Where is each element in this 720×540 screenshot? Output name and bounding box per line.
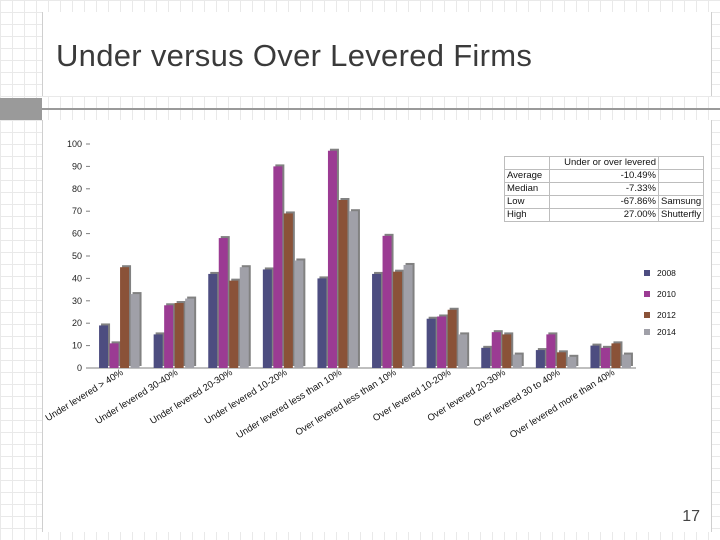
bar bbox=[262, 269, 272, 368]
y-tick-label: 100 bbox=[67, 139, 82, 149]
stats-header-row: Under or over levered bbox=[504, 156, 705, 170]
stats-row: Average -10.49% bbox=[504, 169, 705, 183]
legend-label: 2014 bbox=[657, 327, 676, 337]
bar bbox=[403, 264, 413, 368]
bar bbox=[437, 316, 447, 368]
stats-row-note bbox=[657, 169, 705, 183]
x-tick-label: Over levered less than 10% bbox=[294, 367, 399, 438]
stats-row: High 27.00% Shutterfly bbox=[504, 208, 705, 222]
bar bbox=[611, 343, 621, 368]
stats-row-value: -67.86% bbox=[549, 195, 659, 209]
legend-swatch bbox=[644, 270, 650, 276]
bar bbox=[239, 267, 249, 368]
bar bbox=[164, 305, 174, 368]
bar bbox=[229, 280, 239, 368]
y-tick-label: 0 bbox=[77, 363, 82, 373]
bar bbox=[512, 354, 522, 368]
bar bbox=[218, 238, 228, 368]
bar bbox=[99, 325, 109, 368]
y-tick-label: 10 bbox=[72, 341, 82, 351]
stats-header-spacer bbox=[657, 156, 705, 170]
bar bbox=[382, 235, 392, 368]
stats-row-value: 27.00% bbox=[549, 208, 659, 222]
y-tick-label: 50 bbox=[72, 251, 82, 261]
bar bbox=[502, 334, 512, 368]
bar bbox=[294, 260, 304, 368]
legend-swatch bbox=[644, 312, 650, 318]
bar bbox=[600, 347, 610, 368]
bar bbox=[546, 334, 556, 368]
bar bbox=[348, 211, 358, 368]
y-tick-label: 20 bbox=[72, 318, 82, 328]
y-tick-label: 30 bbox=[72, 296, 82, 306]
bar bbox=[567, 356, 577, 368]
y-tick-label: 90 bbox=[72, 161, 82, 171]
bar bbox=[120, 267, 130, 368]
stats-row-label: Low bbox=[504, 195, 550, 209]
stats-row-label: High bbox=[504, 208, 550, 222]
divider-line bbox=[42, 108, 720, 110]
stats-row-note: Samsung bbox=[657, 195, 705, 209]
bar bbox=[481, 347, 491, 368]
title-divider bbox=[0, 98, 720, 120]
stats-row-note: Shutterfly bbox=[657, 208, 705, 222]
bar bbox=[174, 303, 184, 368]
legend-swatch bbox=[644, 329, 650, 335]
bar bbox=[130, 294, 140, 368]
stats-row: Low -67.86% Samsung bbox=[504, 195, 705, 209]
bar bbox=[590, 345, 600, 368]
x-tick-label: Under levered less than 10% bbox=[235, 367, 345, 441]
stats-header: Under or over levered bbox=[549, 156, 659, 170]
bar bbox=[338, 200, 348, 368]
bar bbox=[393, 271, 403, 368]
legend-swatch bbox=[644, 291, 650, 297]
bar bbox=[185, 298, 195, 368]
bar bbox=[109, 343, 119, 368]
legend-label: 2008 bbox=[657, 268, 676, 278]
stats-row-note bbox=[657, 182, 705, 196]
bar bbox=[556, 352, 566, 368]
leverage-stats-table: Under or over levered Average -10.49% Me… bbox=[504, 156, 705, 222]
bar bbox=[491, 332, 501, 368]
legend-label: 2010 bbox=[657, 289, 676, 299]
divider-block bbox=[0, 98, 42, 120]
stats-row-value: -7.33% bbox=[549, 182, 659, 196]
slide-title: Under versus Over Levered Firms bbox=[56, 38, 533, 73]
bar bbox=[317, 278, 327, 368]
stats-row-label: Median bbox=[504, 182, 550, 196]
page-number: 17 bbox=[682, 508, 700, 525]
y-tick-label: 40 bbox=[72, 273, 82, 283]
x-tick-label: Over levered more than 40% bbox=[508, 367, 617, 441]
bar bbox=[372, 273, 382, 368]
bar bbox=[447, 309, 457, 368]
stats-header-spacer bbox=[504, 156, 550, 170]
bar bbox=[426, 318, 436, 368]
y-tick-label: 80 bbox=[72, 184, 82, 194]
bar bbox=[273, 166, 283, 368]
bar bbox=[458, 334, 468, 368]
bar bbox=[283, 213, 293, 368]
bar bbox=[208, 273, 218, 368]
bar bbox=[535, 350, 545, 368]
bar bbox=[621, 354, 631, 368]
stats-row-label: Average bbox=[504, 169, 550, 183]
y-tick-label: 60 bbox=[72, 229, 82, 239]
y-tick-label: 70 bbox=[72, 206, 82, 216]
bar bbox=[327, 150, 337, 368]
title-area bbox=[42, 12, 712, 96]
stats-row: Median -7.33% bbox=[504, 182, 705, 196]
stats-row-value: -10.49% bbox=[549, 169, 659, 183]
legend-label: 2012 bbox=[657, 310, 676, 320]
x-tick-label: Over levered 30 to 40% bbox=[472, 367, 563, 430]
bar bbox=[153, 334, 163, 368]
